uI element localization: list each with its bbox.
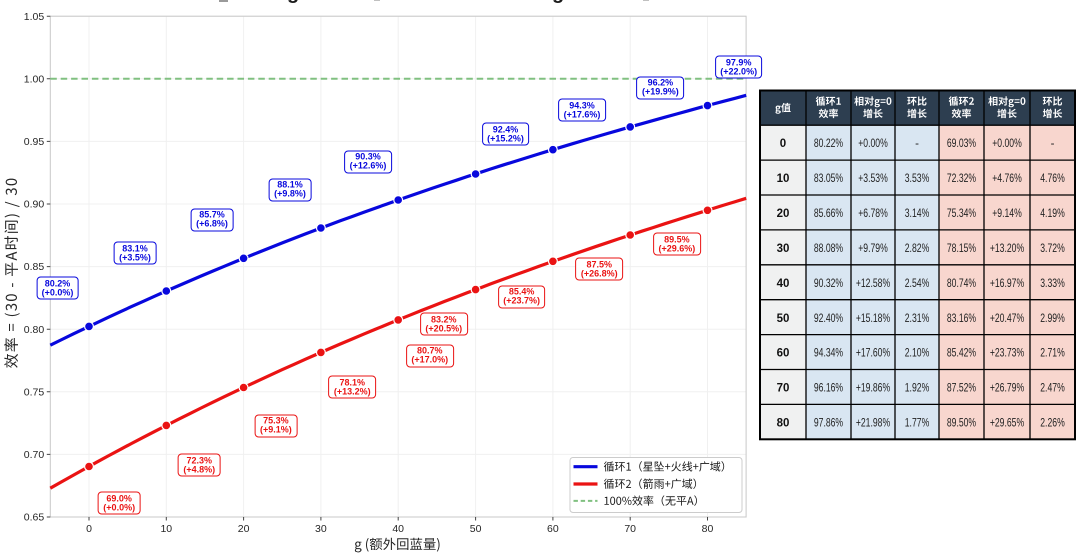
svg-text:+26.79%: +26.79% <box>990 383 1024 395</box>
svg-text:+16.97%: +16.97% <box>990 278 1024 290</box>
svg-text:0.85: 0.85 <box>24 261 45 273</box>
svg-text:-: - <box>1051 138 1055 150</box>
svg-text:40: 40 <box>392 523 404 535</box>
svg-text:0.70: 0.70 <box>24 449 45 461</box>
svg-text:1.00: 1.00 <box>24 73 45 85</box>
svg-text:3.14%: 3.14% <box>905 208 930 220</box>
svg-text:80: 80 <box>702 523 714 535</box>
svg-text:0: 0 <box>86 523 92 535</box>
svg-text:70: 70 <box>624 523 636 535</box>
svg-text:80.22%: 80.22% <box>814 138 843 150</box>
svg-text:10: 10 <box>160 523 172 535</box>
svg-text:+13.20%: +13.20% <box>990 243 1024 255</box>
svg-text:0.95: 0.95 <box>24 136 45 148</box>
svg-text:+21.98%: +21.98% <box>856 417 890 429</box>
svg-text:3.33%: 3.33% <box>1040 278 1065 290</box>
svg-text:+23.73%: +23.73% <box>990 348 1024 360</box>
svg-text:2.82%: 2.82% <box>905 243 930 255</box>
svg-text:87.52%: 87.52% <box>947 383 976 395</box>
svg-text:88.08%: 88.08% <box>814 243 843 255</box>
svg-text:4.19%: 4.19% <box>1040 208 1065 220</box>
svg-text:+6.78%: +6.78% <box>858 208 888 220</box>
svg-text:0.65: 0.65 <box>24 512 45 524</box>
svg-text:97.86%: 97.86% <box>814 417 843 429</box>
svg-text:96.16%: 96.16% <box>814 383 843 395</box>
svg-text:2.31%: 2.31% <box>905 313 930 325</box>
svg-text:-: - <box>915 138 919 150</box>
svg-text:69.03%: 69.03% <box>947 138 976 150</box>
svg-text:92.40%: 92.40% <box>814 313 843 325</box>
svg-text:78.15%: 78.15% <box>947 243 976 255</box>
svg-text:0.75: 0.75 <box>24 386 45 398</box>
svg-text:3.72%: 3.72% <box>1040 243 1065 255</box>
svg-text:1.77%: 1.77% <box>905 417 930 429</box>
svg-text:80: 80 <box>777 417 790 429</box>
svg-text:75.34%: 75.34% <box>947 208 976 220</box>
svg-text:+9.14%: +9.14% <box>992 208 1022 220</box>
svg-text:+29.65%: +29.65% <box>990 417 1024 429</box>
svg-text:2.26%: 2.26% <box>1040 417 1065 429</box>
svg-text:0.80: 0.80 <box>24 324 45 336</box>
svg-text:90.32%: 90.32% <box>814 278 843 290</box>
svg-text:2.99%: 2.99% <box>1040 313 1065 325</box>
svg-text:30: 30 <box>777 243 790 255</box>
svg-text:1.05: 1.05 <box>24 11 45 23</box>
svg-text:2.54%: 2.54% <box>905 278 930 290</box>
svg-text:94.34%: 94.34% <box>814 348 843 360</box>
svg-text:40: 40 <box>777 278 790 290</box>
svg-text:30: 30 <box>315 523 327 535</box>
svg-text:50: 50 <box>470 523 482 535</box>
svg-text:0.90: 0.90 <box>24 199 45 211</box>
svg-text:85.42%: 85.42% <box>947 348 976 360</box>
svg-text:80.74%: 80.74% <box>947 278 976 290</box>
svg-text:60: 60 <box>777 348 790 360</box>
svg-text:+20.47%: +20.47% <box>990 313 1024 325</box>
svg-text:2.47%: 2.47% <box>1040 383 1065 395</box>
svg-text:+0.00%: +0.00% <box>992 138 1022 150</box>
svg-text:89.50%: 89.50% <box>947 417 976 429</box>
svg-text:+17.60%: +17.60% <box>856 348 890 360</box>
svg-text:83.16%: 83.16% <box>947 313 976 325</box>
svg-text:+19.86%: +19.86% <box>856 383 890 395</box>
svg-text:1.92%: 1.92% <box>905 383 930 395</box>
svg-text:4.76%: 4.76% <box>1040 173 1065 185</box>
svg-text:+9.79%: +9.79% <box>858 243 888 255</box>
svg-text:60: 60 <box>547 523 559 535</box>
svg-text:0: 0 <box>780 138 786 150</box>
svg-text:+15.18%: +15.18% <box>856 313 890 325</box>
svg-text:50: 50 <box>777 313 790 325</box>
svg-text:2.71%: 2.71% <box>1040 348 1065 360</box>
svg-text:+3.53%: +3.53% <box>858 173 888 185</box>
svg-text:3.53%: 3.53% <box>905 173 930 185</box>
svg-text:+12.58%: +12.58% <box>856 278 890 290</box>
svg-text:+4.76%: +4.76% <box>992 173 1022 185</box>
svg-text:20: 20 <box>777 208 790 220</box>
svg-text:85.66%: 85.66% <box>814 208 843 220</box>
svg-text:83.05%: 83.05% <box>814 173 843 185</box>
svg-text:20: 20 <box>238 523 250 535</box>
svg-text:10: 10 <box>777 173 790 185</box>
svg-text:2.10%: 2.10% <box>905 348 930 360</box>
svg-text:72.32%: 72.32% <box>947 173 976 185</box>
svg-text:70: 70 <box>777 383 790 395</box>
svg-text:+0.00%: +0.00% <box>858 138 888 150</box>
